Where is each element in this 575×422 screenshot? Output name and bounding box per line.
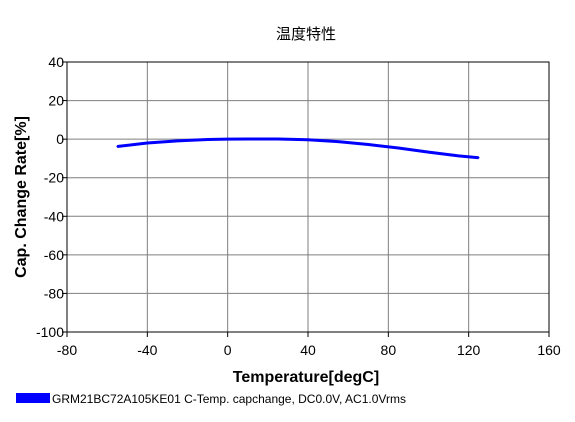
y-tick-label-7: -100	[36, 324, 64, 340]
data-point	[307, 138, 309, 141]
legend: GRM21BC72A105KE01 C-Temp. capchange, DC0…	[16, 392, 406, 406]
legend-label: GRM21BC72A105KE01 C-Temp. capchange, DC0…	[52, 392, 406, 406]
y-tick-label-0: 40	[48, 54, 64, 70]
y-tick-label-5: -60	[44, 247, 64, 263]
x-tick-label-4: 80	[381, 342, 397, 358]
series-group	[116, 137, 480, 160]
x-tick-label-2: 0	[224, 342, 232, 358]
data-point	[457, 155, 460, 157]
y-tick-label-3: -20	[44, 170, 64, 186]
legend-swatch	[16, 393, 50, 403]
y-tick-label-1: 20	[48, 93, 64, 109]
x-tick-label-0: -80	[57, 342, 77, 358]
chart-title: 温度特性	[276, 25, 336, 43]
y-axis-label: Cap. Change Rate[%]	[13, 116, 30, 278]
x-tick-label-6: 160	[537, 342, 561, 358]
data-point	[146, 142, 149, 144]
data-point	[206, 138, 209, 141]
y-tick-label-2: 0	[56, 131, 64, 147]
y-tick-label-4: -40	[44, 208, 64, 224]
data-point	[477, 156, 480, 159]
y-axis-ticks: 40 20 0 -20 -40 -60 -80 -100	[36, 54, 67, 340]
data-point	[367, 143, 370, 146]
data-point	[337, 140, 339, 143]
data-point	[246, 138, 249, 140]
x-tick-label-5: 120	[457, 342, 481, 358]
data-point	[277, 138, 279, 140]
data-point	[397, 147, 400, 149]
data-point	[427, 151, 430, 153]
x-axis-label: Temperature[degC]	[233, 369, 379, 386]
x-tick-label-3: 40	[300, 342, 316, 358]
series-line-0	[117, 137, 479, 160]
x-axis-ticks: -80 -40 0 40 80 120 160	[57, 332, 561, 358]
data-point	[116, 145, 119, 148]
y-tick-label-6: -80	[44, 285, 64, 301]
x-tick-label-1: -40	[137, 342, 157, 358]
grid	[66, 61, 550, 333]
data-point	[226, 138, 229, 140]
data-point	[176, 140, 179, 142]
